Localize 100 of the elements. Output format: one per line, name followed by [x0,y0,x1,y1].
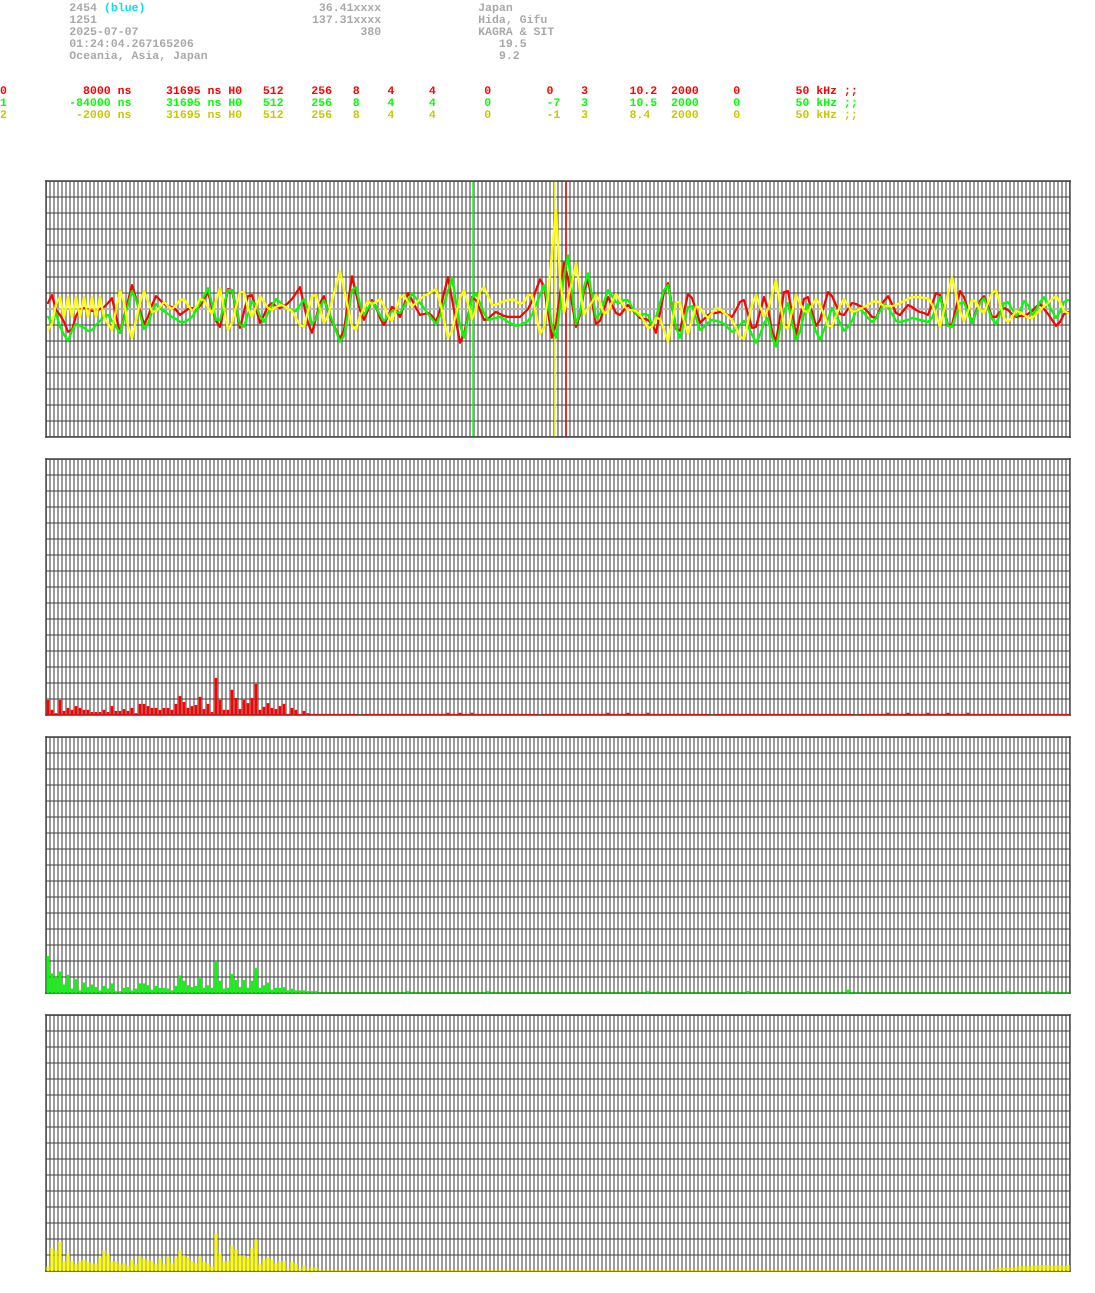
bar [294,709,298,715]
bar [298,990,302,993]
bar [58,971,62,993]
text: Japan [478,3,513,14]
bar [282,987,286,993]
bar [46,699,50,715]
bar [182,980,186,993]
bar [82,709,86,715]
bar [190,987,194,993]
bar [110,983,114,993]
text: 01:24:04.267165206 [69,39,194,48]
bar [206,985,210,993]
bar [86,987,90,993]
bar [130,1259,134,1271]
bar [274,987,278,993]
bar [82,1259,86,1271]
text: 137.31xxxx [312,15,381,24]
bar [946,712,950,715]
bar [46,955,50,993]
bar [314,1267,318,1271]
bar [58,699,62,715]
bar [238,1255,242,1271]
bar [166,1256,170,1271]
text: Oceania, Asia, Japan [69,50,207,62]
bar [234,1249,238,1271]
text: 380 [360,27,381,36]
bar [262,1259,266,1271]
bar [214,1233,218,1271]
bar [122,709,126,715]
bar [58,1241,62,1271]
text: 1251 [70,15,97,24]
text: Hida, Gifu [478,14,547,26]
bar [270,707,274,715]
bar [190,1260,194,1271]
bar [1030,1266,1034,1271]
bar [214,677,218,715]
bar [990,1268,994,1271]
bar [1042,1265,1046,1271]
bar [1014,1267,1018,1271]
bar [46,1266,50,1271]
bar [198,1256,202,1271]
bar [1002,1267,1006,1271]
bar [310,1267,314,1271]
bar [82,982,86,993]
bar [146,706,150,715]
bar [130,707,134,715]
bar [166,988,170,993]
bar [274,1263,278,1271]
bar [118,1264,122,1271]
bar [606,712,610,715]
bar [286,990,290,993]
bar [274,709,278,715]
bar [122,1263,126,1271]
bar [142,983,146,993]
bar [66,707,70,715]
bar [282,703,286,715]
bar [162,987,166,993]
bar [142,703,146,715]
bar [78,1260,82,1271]
bar [50,709,54,715]
bar [206,703,210,715]
bar [98,712,102,715]
bar [198,696,202,715]
text: 0 8000 ns 31695 ns H0 512 256 8 4 4 0 0 3 10.2 2000 0 50 kHz ;; [0,85,856,97]
bar [146,1259,150,1271]
bar [78,707,82,715]
bar [282,1260,286,1271]
bar [262,985,266,993]
bar [66,1253,70,1271]
bar [198,978,202,993]
text: 19.5 [499,39,527,48]
bar [998,1267,1002,1271]
bar [66,974,70,993]
bar [906,712,910,715]
bar [110,706,114,715]
text: 2 -2000 ns 31695 ns H0 512 256 8 4 4 0 -1 3 8.4 2000 0 50 kHz ;; [0,109,856,121]
bar [1022,1266,1026,1271]
bar [50,1248,54,1271]
bar [86,1262,90,1271]
bar [190,706,194,715]
bar [262,706,266,715]
bar [214,961,218,993]
text: 1 -84000 ns 31695 ns H0 512 256 8 4 4 0 -7 3 10.5 2000 0 50 kHz ;; [0,97,856,109]
bar [1038,1265,1042,1271]
bar [142,1258,146,1271]
bar [186,985,190,993]
bar [206,1263,210,1271]
bar [846,989,850,993]
bar [86,709,90,715]
bar [98,990,102,993]
bar [270,1259,274,1271]
bar [50,973,54,993]
bar [290,707,294,715]
bar [118,710,122,715]
bar [290,1262,294,1271]
bar [302,990,306,993]
bar [1050,1266,1054,1271]
bar [154,707,158,715]
text: 36.41xxxx [319,3,381,12]
bar [162,707,166,715]
